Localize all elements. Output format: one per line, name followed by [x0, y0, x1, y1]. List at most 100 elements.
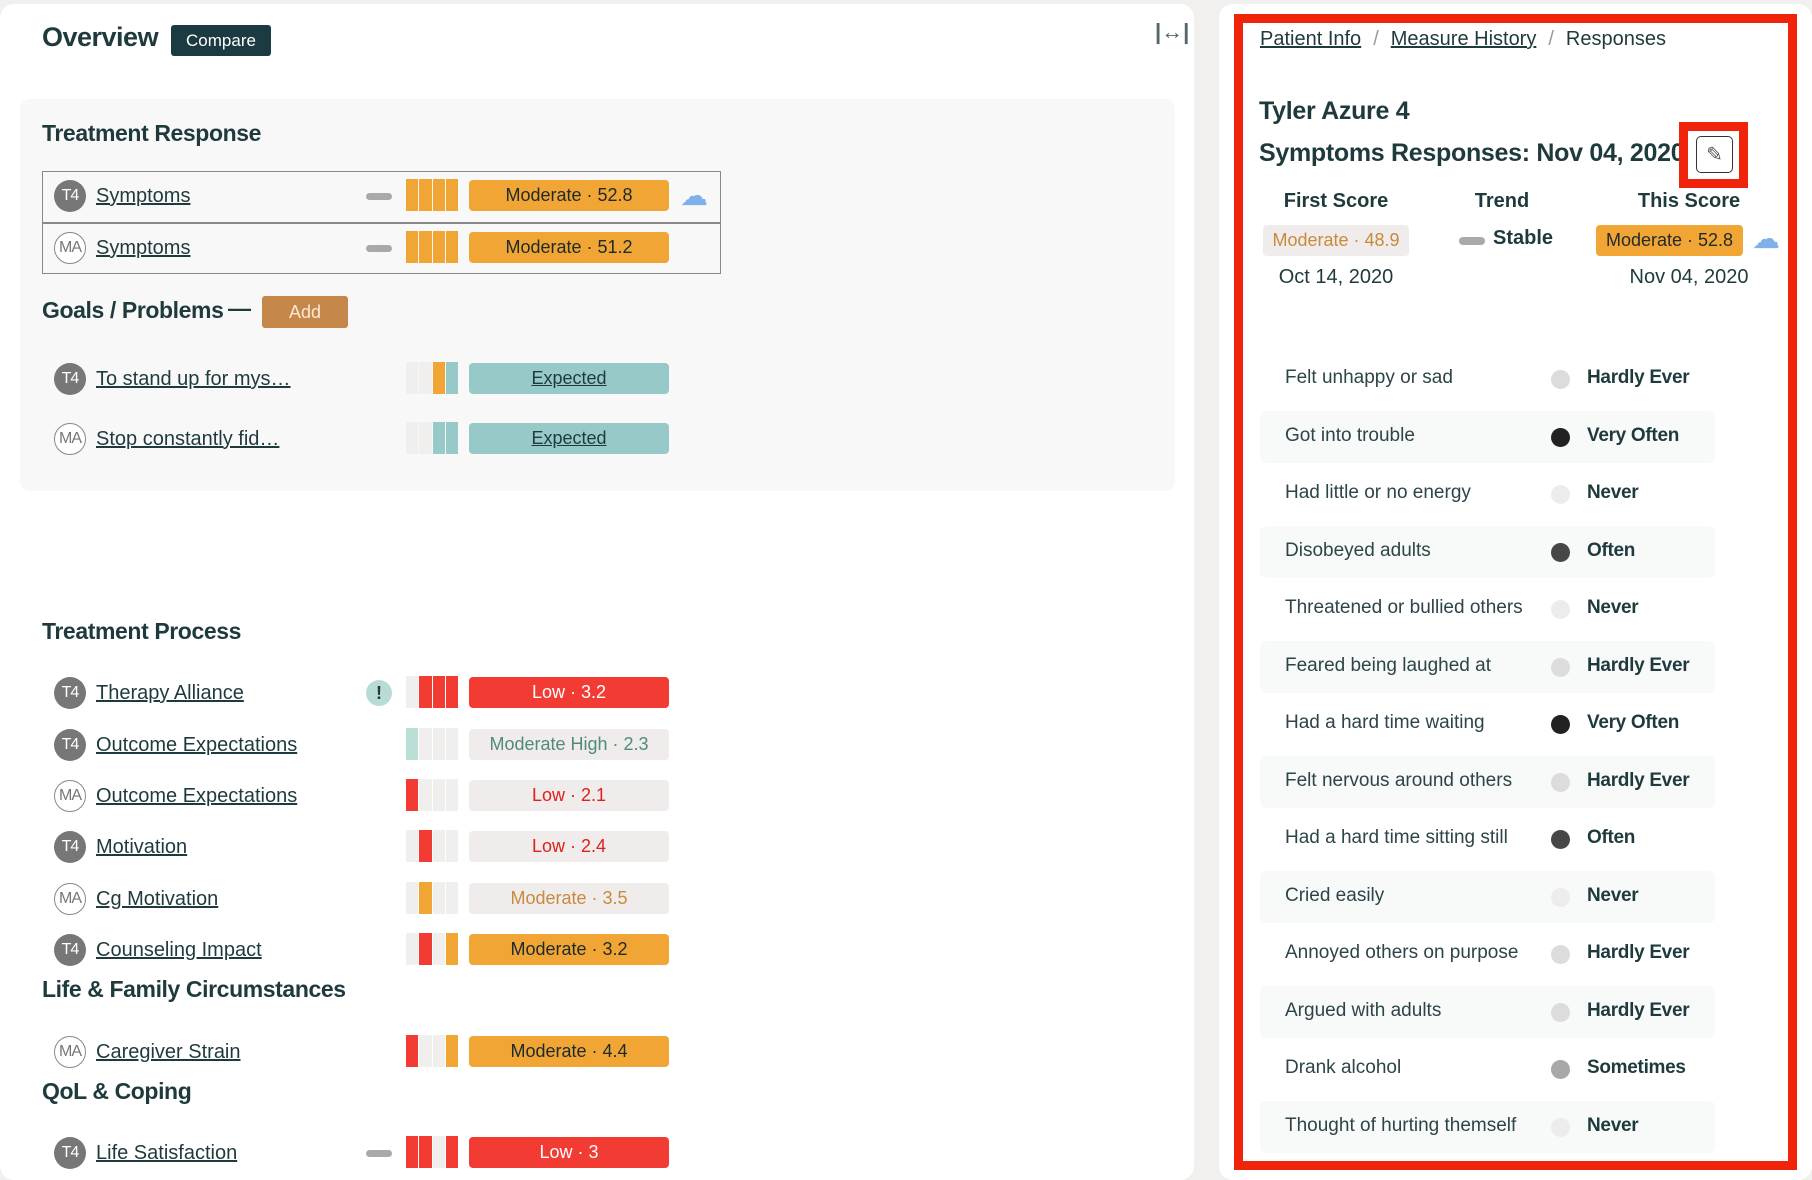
history-bar-segment — [445, 1136, 458, 1168]
history-bar-segment — [445, 676, 458, 708]
measure-link[interactable]: Outcome Expectations — [96, 785, 298, 807]
history-bar-segment — [445, 728, 458, 760]
goals-heading: Goals / Problems — [42, 297, 224, 323]
measure-link[interactable]: Stop constantly fid… — [96, 428, 280, 450]
history-bar-segment — [432, 882, 445, 914]
measure-row: MA Cg Motivation Moderate · 3.5 — [0, 882, 760, 916]
response-level-dot-icon — [1551, 657, 1570, 677]
response-question: Thought of hurting themself — [1285, 1114, 1517, 1136]
rain-cloud-icon: ☁ — [1752, 223, 1780, 254]
measure-link[interactable]: Outcome Expectations — [96, 734, 298, 756]
history-bar-segment — [445, 779, 458, 811]
history-bar-segment — [432, 676, 445, 708]
history-bar-segment — [419, 1136, 432, 1168]
response-question: Drank alcohol — [1285, 1057, 1402, 1078]
history-bar-segment — [419, 779, 432, 811]
measure-link[interactable]: Symptoms — [96, 185, 191, 207]
response-question: Felt nervous around others — [1285, 769, 1513, 791]
response-answer: Hardly Ever — [1587, 654, 1690, 676]
expand-horizontal-icon[interactable]: |↔| — [1155, 19, 1190, 44]
response-level-dot-icon — [1551, 370, 1570, 389]
measure-link[interactable]: Motivation — [96, 836, 188, 858]
score-pill: Low · 3.2 — [469, 677, 669, 708]
breadcrumb-patient-info[interactable]: Patient Info — [1260, 28, 1362, 50]
history-bar-segment — [432, 830, 445, 862]
measure-link[interactable]: Life Satisfaction — [96, 1142, 238, 1164]
response-answer: Often — [1587, 539, 1636, 561]
history-bar-segment — [419, 1035, 432, 1067]
history-bar-segment — [406, 1136, 419, 1168]
history-bar-segment — [406, 676, 419, 708]
edit-button[interactable]: ✎ — [1696, 136, 1733, 173]
response-level-dot-icon — [1551, 1117, 1570, 1137]
response-level-dot-icon — [1551, 427, 1570, 447]
response-row: Got into trouble Very Often — [1260, 410, 1715, 463]
trend-stable-dash-icon — [1459, 237, 1485, 245]
measure-row: T4 Counseling Impact Moderate · 3.2 — [0, 933, 760, 967]
response-row: Had a hard time waiting Very Often — [1260, 698, 1715, 750]
edit-highlight — [1679, 122, 1748, 188]
history-bar-segment — [432, 362, 445, 394]
score-pill: Moderate High · 2.3 — [469, 729, 669, 760]
history-bar-segment — [432, 231, 445, 263]
responses-title: Symptoms Responses: Nov 04, 2020 — [1259, 139, 1685, 167]
response-row: Feared being laughed at Hardly Ever — [1260, 640, 1715, 693]
response-answer: Hardly Ever — [1587, 942, 1690, 963]
breadcrumb-measure-history[interactable]: Measure History — [1390, 28, 1537, 50]
treatment-response-heading: Treatment Response — [42, 120, 262, 146]
alert-icon[interactable]: ! — [366, 680, 392, 706]
history-bar-segment — [406, 882, 419, 914]
measure-link[interactable]: Symptoms — [96, 237, 191, 259]
measure-row: T4 Life Satisfaction Low · 3 — [0, 1136, 760, 1170]
response-question: Had a hard time sitting still — [1285, 827, 1508, 848]
measure-row: MA Symptoms Moderate · 51.2 — [0, 231, 760, 265]
history-bar-segment — [419, 179, 432, 211]
score-pill[interactable]: Expected — [469, 363, 669, 394]
measure-link[interactable]: Therapy Alliance — [96, 682, 244, 704]
rater-badge: T4 — [54, 729, 86, 761]
rater-badge: MA — [54, 1036, 86, 1068]
life-family-heading: Life & Family Circumstances — [42, 976, 346, 1002]
response-row: Argued with adults Hardly Ever — [1260, 985, 1715, 1038]
history-bar-segment — [406, 231, 419, 263]
history-bar-segment — [419, 728, 432, 760]
measure-link[interactable]: Caregiver Strain — [96, 1041, 241, 1063]
measure-link[interactable]: Counseling Impact — [96, 939, 262, 961]
history-bar-segment — [419, 882, 432, 914]
history-bar-segment — [432, 728, 445, 760]
measure-link[interactable]: To stand up for mys… — [96, 368, 291, 390]
goals-collapse-dash[interactable]: — — [228, 295, 251, 321]
history-mini-bars — [406, 1136, 458, 1168]
score-pill: Low · 2.4 — [469, 831, 669, 862]
compare-button[interactable]: Compare — [171, 25, 271, 56]
response-row: Thought of hurting themself Never — [1260, 1100, 1715, 1153]
rater-badge: MA — [54, 780, 86, 812]
response-row: Disobeyed adults Often — [1260, 525, 1715, 578]
this-score-header: This Score — [1637, 190, 1741, 212]
response-level-dot-icon — [1551, 715, 1570, 734]
response-level-dot-icon — [1551, 945, 1570, 964]
score-pill[interactable]: Expected — [469, 423, 669, 454]
history-bar-segment — [432, 1136, 445, 1168]
responses-panel — [1219, 4, 1812, 1180]
response-answer: Often — [1587, 827, 1636, 848]
qol-heading: QoL & Coping — [42, 1078, 192, 1104]
response-row: Had little or no energy Never — [1260, 468, 1715, 520]
score-pill: Moderate · 3.5 — [469, 883, 669, 914]
response-row: Cried easily Never — [1260, 870, 1715, 923]
response-answer: Hardly Ever — [1587, 999, 1690, 1021]
response-level-dot-icon — [1551, 1060, 1570, 1079]
history-bar-segment — [406, 179, 419, 211]
response-row: Felt unhappy or sad Hardly Ever — [1260, 353, 1715, 405]
page-title: Overview — [42, 22, 159, 52]
response-answer: Hardly Ever — [1587, 367, 1690, 388]
measure-row: T4 Motivation Low · 2.4 — [0, 830, 760, 864]
first-score-header: First Score — [1283, 190, 1389, 212]
add-goal-button[interactable]: Add — [262, 296, 348, 328]
history-mini-bars — [406, 231, 458, 263]
history-bar-segment — [445, 882, 458, 914]
measure-link[interactable]: Cg Motivation — [96, 888, 219, 910]
history-bar-segment — [419, 422, 432, 454]
trend-stable-dash-icon — [366, 1150, 392, 1157]
rater-badge: T4 — [54, 363, 86, 395]
